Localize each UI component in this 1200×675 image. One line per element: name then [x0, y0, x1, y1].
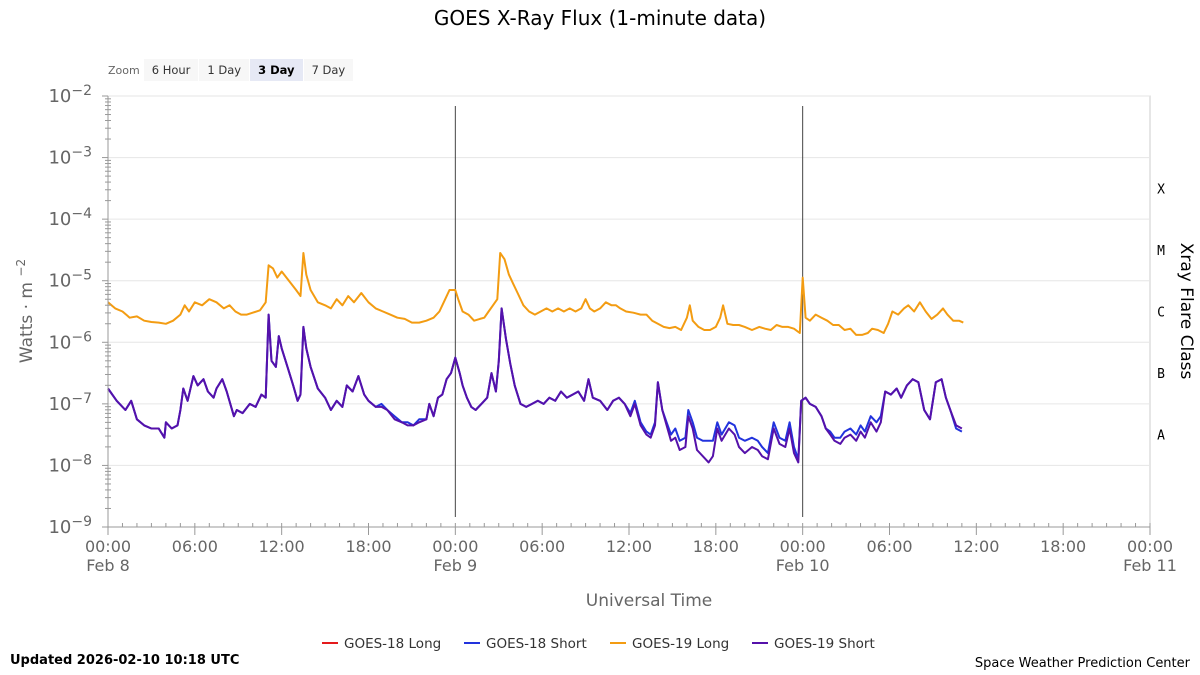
right-axis-title: Xray Flare Class: [1176, 243, 1196, 380]
x-axis-title: Universal Time: [586, 591, 712, 611]
zoom-bar: Zoom 6 Hour 1 Day 3 Day 7 Day: [108, 59, 354, 81]
x-tick-label: 00:00: [432, 537, 478, 556]
y-tick-label: 10−7: [48, 391, 92, 415]
x-date-label: Feb 10: [776, 556, 830, 575]
x-tick-label: 00:00: [1127, 537, 1173, 556]
flare-class-label: A: [1157, 429, 1165, 444]
legend-label: GOES-18 Short: [486, 636, 587, 652]
x-date-label: Feb 9: [434, 556, 478, 575]
flare-class-label: M: [1157, 244, 1165, 259]
credit-text: Space Weather Prediction Center: [974, 656, 1190, 671]
x-tick-label: 12:00: [953, 537, 999, 556]
x-date-label: Feb 11: [1123, 556, 1177, 575]
series-line-goes-18-short: [107, 307, 963, 461]
zoom-7-day-button[interactable]: 7 Day: [303, 59, 354, 81]
chart-title: GOES X-Ray Flux (1-minute data): [433, 6, 767, 30]
y-tick-label: 10−9: [48, 514, 92, 538]
x-tick-label: 18:00: [693, 537, 739, 556]
x-tick-label: 12:00: [259, 537, 305, 556]
zoom-3-day-button[interactable]: 3 Day: [250, 59, 303, 81]
legend[interactable]: GOES-18 Long GOES-18 Short GOES-19 Long GOE…: [322, 636, 875, 652]
y-tick-label: 10−2: [48, 83, 92, 107]
y-axis-title: Watts · m −2: [14, 259, 37, 363]
zoom-label: Zoom: [108, 63, 140, 77]
axes-layer: 10−210−310−410−510−610−710−810−900:00Feb…: [14, 83, 1196, 611]
x-tick-label: 18:00: [345, 537, 391, 556]
y-tick-label: 10−4: [48, 206, 92, 230]
x-tick-label: 06:00: [172, 537, 218, 556]
flare-class-label: C: [1157, 306, 1165, 321]
x-tick-label: 00:00: [780, 537, 826, 556]
x-tick-label: 06:00: [866, 537, 912, 556]
zoom-1-day-button[interactable]: 1 Day: [199, 59, 250, 81]
x-tick-label: 12:00: [606, 537, 652, 556]
y-tick-label: 10−6: [48, 329, 92, 353]
series-layer: [107, 252, 964, 464]
legend-label: GOES-18 Long: [344, 636, 441, 652]
updated-timestamp: Updated 2026-02-10 10:18 UTC: [10, 653, 240, 668]
x-tick-label: 18:00: [1040, 537, 1086, 556]
flare-class-label: X: [1157, 182, 1165, 197]
x-tick-label: 00:00: [85, 537, 131, 556]
series-line-goes-19-long: [107, 252, 964, 336]
series-line-goes-19-short: [107, 307, 963, 464]
y-tick-label: 10−8: [48, 452, 92, 476]
y-tick-label: 10−5: [48, 268, 92, 292]
x-tick-label: 06:00: [519, 537, 565, 556]
y-tick-label: 10−3: [48, 145, 92, 169]
x-date-label: Feb 8: [86, 556, 130, 575]
flare-class-label: B: [1157, 367, 1165, 382]
zoom-6-hour-button[interactable]: 6 Hour: [143, 59, 199, 81]
legend-label: GOES-19 Long: [632, 636, 729, 652]
legend-label: GOES-19 Short: [774, 636, 875, 652]
